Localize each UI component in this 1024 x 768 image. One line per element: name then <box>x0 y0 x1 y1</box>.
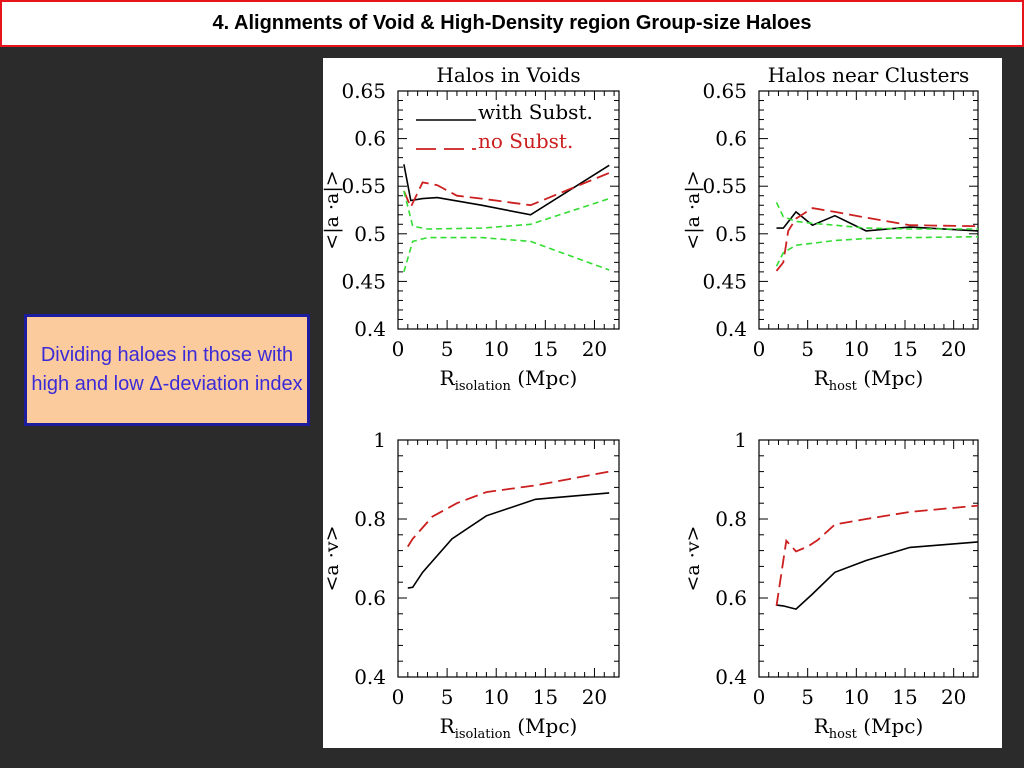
legend-label: with Subst. <box>478 100 593 124</box>
series-line-0 <box>403 164 610 216</box>
x-tick-label: 20 <box>941 337 966 361</box>
y-tick-label: 0.5 <box>715 222 747 246</box>
y-tick-label: 0.8 <box>354 507 386 531</box>
chart-title: Halos in Voids <box>436 63 580 87</box>
series-line-0 <box>407 492 610 589</box>
y-tick-label: 1 <box>734 428 747 452</box>
x-axis-label: Risolation (Mpc) <box>440 714 578 742</box>
series-line-1 <box>407 470 610 548</box>
chart-title: Halos near Clusters <box>768 63 970 87</box>
y-axis-label: <a ·v> <box>323 526 343 592</box>
x-tick-label: 20 <box>582 685 607 709</box>
plot-frame <box>758 439 979 678</box>
plot-frame <box>758 90 979 330</box>
series-line-2 <box>403 190 610 230</box>
x-tick-label: 10 <box>483 337 508 361</box>
x-tick-label: 0 <box>392 685 405 709</box>
y-tick-label: 0.55 <box>341 174 386 198</box>
y-tick-label: 0.45 <box>341 269 386 293</box>
series-line-0 <box>776 541 978 610</box>
x-tick-label: 5 <box>441 337 454 361</box>
y-tick-label: 0.4 <box>354 317 386 341</box>
series-line-1 <box>775 504 978 607</box>
y-tick-label: 0.65 <box>341 79 386 103</box>
x-tick-label: 5 <box>801 337 814 361</box>
legend-label: no Subst. <box>478 129 573 153</box>
x-tick-label: 10 <box>844 685 869 709</box>
y-tick-label: 0.6 <box>715 127 747 151</box>
plot-frame <box>397 439 620 678</box>
y-tick-label: 0.65 <box>702 79 747 103</box>
figure-panel: 0 5 10 15 20 0.4 0.45 0.5 0.55 0.6 0.65 Halos in Vo… <box>323 58 1002 748</box>
y-tick-label: 0.45 <box>702 269 747 293</box>
series-line-1 <box>403 172 610 210</box>
y-tick-label: 0.55 <box>702 174 747 198</box>
x-tick-label: 0 <box>753 685 766 709</box>
y-tick-label: 0.6 <box>715 586 747 610</box>
x-axis-label: Rhost (Mpc) <box>814 366 924 394</box>
series-line-3 <box>403 236 610 273</box>
note-box: Dividing haloes in those with high and l… <box>24 314 310 426</box>
x-axis-label: Risolation (Mpc) <box>440 366 578 394</box>
chart-clusters-av: 0 5 10 15 20 0.4 0.6 0.8 1 Rhost (Mpc) <a ·v> <box>682 428 979 742</box>
series-line-3 <box>775 235 978 267</box>
x-tick-label: 0 <box>753 337 766 361</box>
note-text: Dividing haloes in those with high and l… <box>31 344 303 395</box>
y-axis-label: <|a ·a|> <box>323 170 343 249</box>
y-tick-label: 0.4 <box>715 317 747 341</box>
y-tick-label: 0.4 <box>354 665 386 689</box>
x-tick-label: 0 <box>392 337 405 361</box>
x-axis-label: Rhost (Mpc) <box>814 714 924 742</box>
slide-title-box: 4. Alignments of Void & High-Density reg… <box>0 0 1024 47</box>
y-tick-label: 0.5 <box>354 222 386 246</box>
x-tick-label: 5 <box>801 685 814 709</box>
y-axis-label: <|a ·a|> <box>682 170 704 249</box>
x-tick-label: 15 <box>533 337 558 361</box>
x-tick-label: 15 <box>892 337 917 361</box>
x-tick-label: 20 <box>941 685 966 709</box>
y-axis-label: <a ·v> <box>682 526 704 592</box>
x-tick-label: 5 <box>441 685 454 709</box>
x-tick-label: 15 <box>892 685 917 709</box>
chart-voids-av: 0 5 10 15 20 0.4 0.6 0.8 1 Risolation (Mpc) <a ·v> <box>323 428 620 742</box>
y-tick-label: 0.6 <box>354 127 386 151</box>
y-tick-label: 1 <box>373 428 386 452</box>
x-tick-label: 10 <box>844 337 869 361</box>
x-tick-label: 20 <box>582 337 607 361</box>
slide-title: 4. Alignments of Void & High-Density reg… <box>212 12 812 34</box>
chart-voids-aa: 0 5 10 15 20 0.4 0.45 0.5 0.55 0.6 0.65 Halos in Vo… <box>323 63 620 394</box>
chart-clusters-aa: 0 5 10 15 20 0.4 0.45 0.5 0.55 0.6 0.65 Halos near … <box>682 63 979 394</box>
x-tick-label: 15 <box>533 685 558 709</box>
x-tick-label: 10 <box>483 685 508 709</box>
series-line-0 <box>776 210 978 232</box>
y-tick-label: 0.4 <box>715 665 747 689</box>
y-tick-label: 0.6 <box>354 586 386 610</box>
series-line-1 <box>775 207 978 272</box>
plot-frame <box>397 90 620 330</box>
y-tick-label: 0.8 <box>715 507 747 531</box>
